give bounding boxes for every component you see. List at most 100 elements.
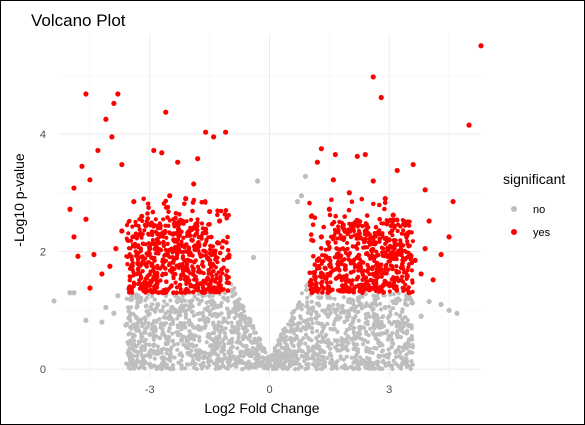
nonsignificant-cloud-point	[358, 324, 363, 329]
nonsignificant-cloud-point	[394, 311, 399, 316]
nonsignificant-cloud-point	[221, 316, 226, 321]
nonsignificant-cloud-point	[409, 301, 414, 306]
nonsignificant-cloud-point	[283, 334, 288, 339]
significant-cloud-point	[408, 257, 413, 262]
tick-labels: -3 0 3 0 2 4	[40, 129, 392, 396]
nonsignificant-cloud-point	[237, 339, 242, 344]
nonsignificant-cloud-point	[262, 357, 268, 362]
nonsignificant-cloud-point	[191, 313, 196, 318]
nonsignificant-cloud-point	[127, 316, 132, 321]
nonsignificant-cloud-point	[134, 325, 140, 330]
data-point-yes	[354, 153, 360, 159]
data-point-yes	[402, 222, 408, 228]
nonsignificant-cloud-point	[243, 325, 248, 330]
nonsignificant-cloud-point	[316, 356, 321, 361]
nonsignificant-cloud-point	[378, 307, 384, 312]
significant-cloud-point	[183, 288, 188, 293]
data-point-yes	[215, 240, 221, 246]
significant-cloud-point	[130, 260, 135, 265]
nonsignificant-cloud-point	[273, 360, 278, 365]
nonsignificant-cloud-point	[296, 341, 301, 347]
nonsignificant-cloud-point	[203, 354, 208, 359]
nonsignificant-cloud-point	[223, 326, 228, 331]
nonsignificant-cloud-point	[227, 312, 232, 317]
nonsignificant-cloud-point	[172, 355, 177, 360]
nonsignificant-cloud-point	[345, 348, 350, 353]
nonsignificant-cloud-point	[365, 340, 370, 345]
significant-cloud-point	[211, 268, 216, 274]
nonsignificant-cloud-point	[208, 344, 213, 349]
nonsignificant-cloud-point	[287, 347, 292, 352]
nonsignificant-cloud-point	[410, 337, 415, 342]
significant-cloud-point	[126, 219, 131, 224]
nonsignificant-cloud-point	[124, 296, 129, 301]
significant-cloud-point	[134, 272, 139, 277]
nonsignificant-cloud-point	[146, 313, 151, 318]
nonsignificant-cloud-point	[181, 321, 186, 326]
nonsignificant-cloud-point	[160, 332, 165, 337]
nonsignificant-cloud-point	[402, 315, 407, 320]
data-point-yes	[346, 278, 352, 284]
nonsignificant-cloud-point	[330, 366, 335, 371]
nonsignificant-cloud-point	[332, 338, 337, 343]
nonsignificant-cloud-point	[372, 313, 377, 319]
nonsignificant-cloud-point	[318, 332, 323, 337]
nonsignificant-cloud-point	[323, 360, 328, 365]
data-point-yes	[131, 198, 137, 205]
nonsignificant-cloud-point	[212, 301, 217, 307]
significant-cloud-point	[192, 259, 197, 265]
nonsignificant-cloud-point	[179, 363, 184, 368]
nonsignificant-cloud-point	[128, 357, 133, 362]
nonsignificant-cloud-point	[290, 318, 295, 324]
significant-cloud-point	[214, 276, 219, 281]
nonsignificant-cloud-point	[295, 325, 300, 330]
nonsignificant-cloud-point	[126, 362, 131, 367]
significant-cloud-point	[361, 239, 367, 245]
significant-cloud-point	[157, 241, 162, 246]
significant-cloud-point	[140, 254, 145, 259]
data-point-no	[438, 301, 444, 308]
significant-cloud-point	[224, 215, 229, 221]
nonsignificant-cloud-point	[183, 312, 189, 317]
nonsignificant-cloud-point	[279, 345, 284, 350]
nonsignificant-cloud-point	[168, 298, 173, 303]
nonsignificant-cloud-point	[210, 293, 215, 298]
nonsignificant-cloud-point	[277, 356, 282, 361]
nonsignificant-cloud-point	[369, 304, 374, 310]
data-point-no	[67, 290, 73, 296]
significant-cloud-point	[146, 241, 151, 246]
nonsignificant-cloud-point	[200, 317, 205, 322]
significant-cloud-point	[195, 247, 200, 253]
significant-cloud-point	[372, 258, 377, 264]
significant-cloud-point	[386, 259, 391, 264]
nonsignificant-cloud-point	[225, 307, 230, 312]
nonsignificant-cloud-point	[391, 292, 396, 297]
significant-cloud-point	[210, 244, 215, 249]
significant-cloud-point	[160, 273, 165, 278]
significant-cloud-point	[358, 219, 363, 224]
significant-cloud-point	[380, 250, 385, 255]
data-point-yes	[207, 208, 213, 215]
nonsignificant-cloud-point	[398, 366, 404, 371]
data-point-yes	[390, 212, 396, 218]
significant-cloud-point	[379, 221, 384, 226]
significant-cloud-point	[154, 245, 159, 250]
data-point-yes	[478, 43, 484, 49]
nonsignificant-cloud-point	[387, 319, 392, 324]
significant-cloud-point	[405, 233, 410, 238]
nonsignificant-cloud-point	[299, 307, 304, 312]
nonsignificant-cloud-point	[315, 353, 320, 358]
significant-cloud-point	[351, 258, 356, 264]
data-point-no	[250, 254, 257, 261]
nonsignificant-cloud-point	[404, 352, 409, 357]
significant-cloud-point	[354, 236, 359, 241]
significant-cloud-point	[407, 229, 412, 234]
nonsignificant-cloud-point	[134, 292, 139, 297]
nonsignificant-cloud-point	[291, 309, 296, 314]
nonsignificant-cloud-point	[363, 304, 368, 309]
nonsignificant-cloud-point	[344, 344, 349, 349]
significant-cloud-point	[312, 262, 318, 268]
nonsignificant-cloud-point	[128, 366, 133, 371]
nonsignificant-cloud-point	[155, 344, 160, 349]
nonsignificant-cloud-point	[372, 297, 377, 302]
